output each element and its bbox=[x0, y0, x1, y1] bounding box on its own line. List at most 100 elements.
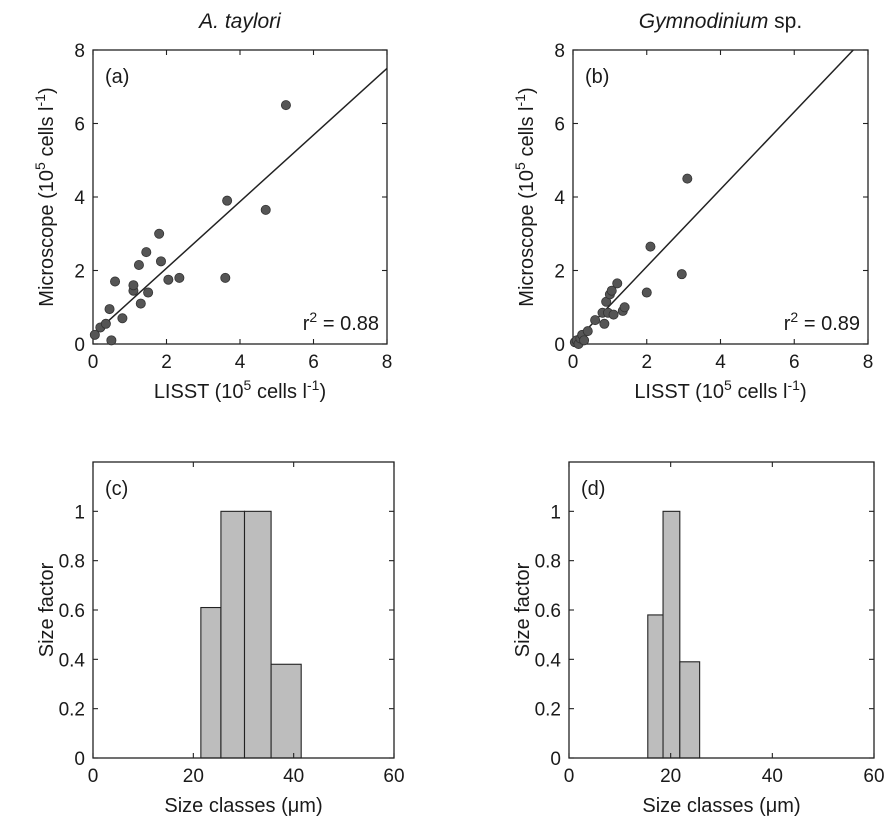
x-axis-label: Size classes (μm) bbox=[642, 795, 800, 817]
histogram-bar bbox=[647, 614, 664, 759]
y-axis-label: Microscope (105 cells l-1 ) bbox=[32, 87, 58, 306]
data-point bbox=[682, 173, 693, 184]
x-tick-label: 6 bbox=[308, 352, 319, 373]
y-tick-label: 0.6 bbox=[535, 601, 561, 622]
x-axis-label: LISST (105 cells l-1 ) bbox=[154, 377, 326, 403]
histogram-bar bbox=[220, 510, 246, 759]
y-axis-label: Size factor bbox=[36, 562, 58, 657]
data-point bbox=[579, 335, 590, 346]
data-point bbox=[220, 272, 231, 283]
panel-d: 0 20 40 60 0 0.2 0.4 0.6 0.8 1 Size classes (μm) Si… bbox=[512, 461, 885, 817]
data-point bbox=[676, 269, 687, 280]
histogram-bar bbox=[243, 510, 272, 759]
x-tick-label: 20 bbox=[660, 766, 681, 787]
x-tick-label: 40 bbox=[762, 766, 783, 787]
y-tick-label: 0 bbox=[74, 749, 85, 770]
data-point bbox=[110, 276, 121, 287]
x-tick-label: 60 bbox=[383, 766, 404, 787]
data-point bbox=[128, 280, 139, 291]
y-tick-label: 1 bbox=[550, 502, 561, 523]
regression-line bbox=[93, 67, 387, 336]
data-point bbox=[135, 298, 146, 309]
data-point bbox=[280, 100, 291, 111]
x-tick-label: 4 bbox=[715, 352, 726, 373]
data-point bbox=[619, 302, 630, 313]
x-axis-label: Size classes (μm) bbox=[164, 795, 322, 817]
data-point bbox=[154, 228, 165, 239]
histogram-bar bbox=[270, 663, 302, 759]
data-point bbox=[141, 247, 152, 258]
panel-label: (d) bbox=[581, 478, 605, 500]
data-point bbox=[155, 256, 166, 267]
data-point bbox=[106, 335, 117, 346]
data-point bbox=[133, 259, 144, 270]
y-tick-label: 4 bbox=[74, 188, 85, 209]
x-tick-label: 20 bbox=[183, 766, 204, 787]
data-point bbox=[590, 315, 601, 326]
data-point bbox=[606, 285, 617, 296]
panel-label: (c) bbox=[105, 478, 128, 500]
y-tick-label: 6 bbox=[554, 115, 565, 136]
x-tick-label: 2 bbox=[161, 352, 172, 373]
plot-frame bbox=[572, 49, 869, 345]
x-tick-label: 4 bbox=[235, 352, 246, 373]
y-tick-label: 0.2 bbox=[535, 700, 561, 721]
y-tick-label: 4 bbox=[554, 188, 565, 209]
data-point bbox=[608, 309, 619, 320]
y-tick-label: 0.4 bbox=[535, 650, 562, 671]
y-tick-label: 1 bbox=[74, 502, 85, 523]
y-tick-label: 2 bbox=[74, 262, 85, 283]
data-point bbox=[163, 274, 174, 285]
x-tick-label: 60 bbox=[863, 766, 884, 787]
data-point bbox=[174, 272, 185, 283]
plot-frame bbox=[568, 461, 875, 759]
panel-b: 0 2 4 6 8 0 2 4 6 8 LISST (105 cells l-1 ) Microsco… bbox=[512, 10, 873, 403]
panel-c: 0 20 40 60 0 0.2 0.4 0.6 0.8 1 Size classes (μm) Si… bbox=[36, 461, 405, 817]
x-tick-label: 0 bbox=[88, 766, 99, 787]
panel-a: 0 2 4 6 8 0 2 4 6 8 LISST (105 cells l-1 ) Microsco… bbox=[32, 10, 392, 403]
y-tick-label: 0 bbox=[74, 335, 85, 356]
x-tick-label: 40 bbox=[283, 766, 304, 787]
y-tick-label: 0.6 bbox=[59, 601, 85, 622]
data-point bbox=[117, 313, 128, 324]
x-tick-label: 0 bbox=[88, 352, 99, 373]
data-point bbox=[143, 287, 154, 298]
data-point bbox=[645, 241, 656, 252]
data-point bbox=[260, 204, 271, 215]
data-point bbox=[100, 318, 111, 329]
plot-frame bbox=[92, 49, 388, 345]
x-tick-label: 8 bbox=[382, 352, 393, 373]
y-tick-label: 8 bbox=[74, 41, 85, 62]
x-tick-label: 2 bbox=[641, 352, 652, 373]
panel-label: (b) bbox=[585, 66, 609, 88]
x-axis-label: LISST (105 cells l-1 ) bbox=[634, 377, 806, 403]
r-squared-annotation: r2 = 0.88 bbox=[303, 309, 379, 335]
y-tick-label: 0 bbox=[554, 335, 565, 356]
data-point bbox=[582, 326, 593, 337]
y-axis-label: Microscope (105 cells l-1 ) bbox=[512, 87, 538, 306]
y-axis-label: Size factor bbox=[512, 562, 534, 657]
y-tick-label: 0.4 bbox=[59, 650, 86, 671]
panel-title: A. taylori bbox=[197, 10, 282, 33]
panel-title: Gymnodinium sp. bbox=[639, 10, 802, 33]
y-tick-label: 0.2 bbox=[59, 700, 85, 721]
histogram-bar bbox=[662, 510, 681, 759]
histogram-bar bbox=[679, 661, 701, 759]
r-squared-annotation: r2 = 0.89 bbox=[784, 309, 860, 335]
y-tick-label: 2 bbox=[554, 262, 565, 283]
y-tick-label: 0 bbox=[550, 749, 561, 770]
y-tick-label: 6 bbox=[74, 115, 85, 136]
data-point bbox=[641, 287, 652, 298]
y-tick-label: 8 bbox=[554, 41, 565, 62]
data-point bbox=[89, 329, 100, 340]
histogram-bar bbox=[200, 606, 222, 759]
x-tick-label: 6 bbox=[789, 352, 800, 373]
data-point bbox=[222, 195, 233, 206]
x-tick-label: 0 bbox=[568, 352, 579, 373]
data-point bbox=[612, 278, 623, 289]
regression-line bbox=[573, 50, 854, 344]
panel-label: (a) bbox=[105, 66, 129, 88]
x-tick-label: 0 bbox=[564, 766, 575, 787]
x-tick-label: 8 bbox=[863, 352, 874, 373]
